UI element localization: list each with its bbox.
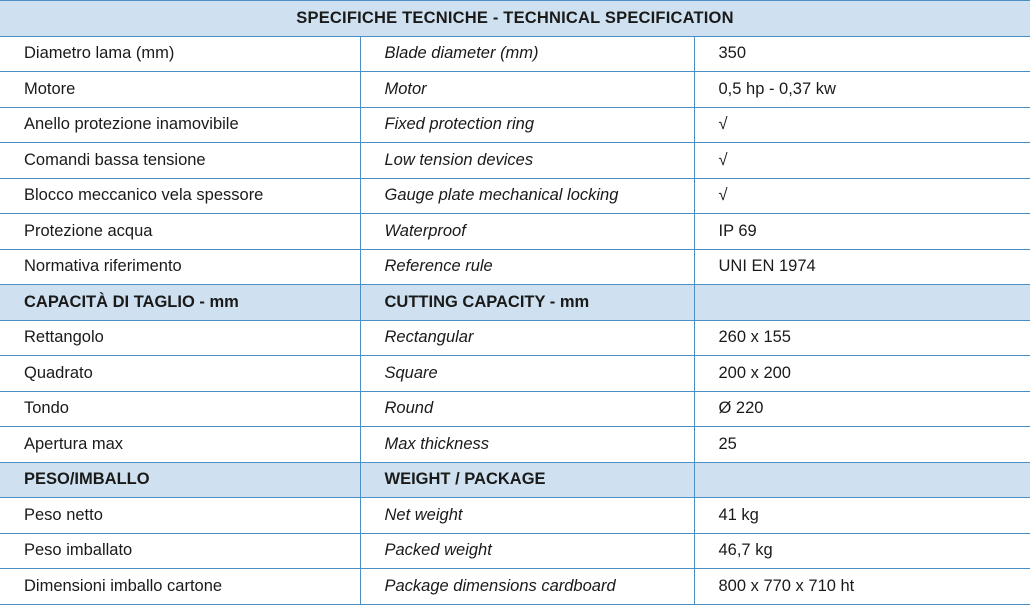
- table-row: Comandi bassa tensione Low tension device…: [0, 142, 1030, 179]
- section-header-row: CAPACITÀ DI TAGLIO - mm CUTTING CAPACITY …: [0, 284, 1030, 321]
- section-spec-value: [693, 284, 1030, 321]
- table-title: SPECIFICHE TECNICHE - TECHNICAL SPECIFIC…: [0, 0, 1030, 37]
- section-english-label: WEIGHT / PACKAGE: [359, 462, 694, 498]
- table-row: Rettangolo Rectangular 260 x 155: [0, 320, 1030, 356]
- italian-label: Motore: [0, 71, 360, 108]
- italian-label: Peso netto: [0, 497, 360, 534]
- english-label: Gauge plate mechanical locking: [359, 178, 694, 214]
- english-label: Square: [359, 355, 694, 392]
- section-english-label: CUTTING CAPACITY - mm: [359, 284, 694, 321]
- english-label: Package dimensions cardboard: [359, 568, 694, 605]
- italian-label: Diametro lama (mm): [0, 36, 360, 72]
- english-label: Waterproof: [359, 213, 694, 250]
- spec-value: 260 x 155: [693, 320, 1030, 356]
- table-row: Normativa riferimento Reference rule UNI E…: [0, 249, 1030, 285]
- english-label: Packed weight: [359, 533, 694, 569]
- spec-value: 350: [693, 36, 1030, 72]
- spec-value: Ø 220: [693, 391, 1030, 427]
- table-row: Protezione acqua Waterproof IP 69: [0, 213, 1030, 250]
- italian-label: Anello protezione inamovibile: [0, 107, 360, 143]
- table-row: Diametro lama (mm) Blade diameter (mm) 350: [0, 36, 1030, 72]
- spec-value: 0,5 hp - 0,37 kw: [693, 71, 1030, 108]
- spec-value: 800 x 770 x 710 ht: [693, 568, 1030, 605]
- spec-value: √: [693, 178, 1030, 214]
- english-label: Blade diameter (mm): [359, 36, 694, 72]
- italian-label: Dimensioni imballo cartone: [0, 568, 360, 605]
- italian-label: Protezione acqua: [0, 213, 360, 250]
- spec-value: 200 x 200: [693, 355, 1030, 392]
- table-row: Quadrato Square 200 x 200: [0, 355, 1030, 392]
- section-italian-label: PESO/IMBALLO: [0, 462, 360, 498]
- table-row: Blocco meccanico vela spessore Gauge plat…: [0, 178, 1030, 214]
- english-label: Round: [359, 391, 694, 427]
- italian-label: Apertura max: [0, 426, 360, 463]
- english-label: Net weight: [359, 497, 694, 534]
- table-row: Peso imballato Packed weight 46,7 kg: [0, 533, 1030, 569]
- table-row: Dimensioni imballo cartone Package dimens…: [0, 568, 1030, 605]
- section-spec-value: [693, 462, 1030, 498]
- italian-label: Comandi bassa tensione: [0, 142, 360, 179]
- italian-label: Rettangolo: [0, 320, 360, 356]
- section-header-row: PESO/IMBALLO WEIGHT / PACKAGE: [0, 462, 1030, 498]
- table-row: Motore Motor 0,5 hp - 0,37 kw: [0, 71, 1030, 108]
- table-row: Anello protezione inamovibile Fixed prote…: [0, 107, 1030, 143]
- italian-label: Peso imballato: [0, 533, 360, 569]
- english-label: Max thickness: [359, 426, 694, 463]
- table-row: Apertura max Max thickness 25: [0, 426, 1030, 463]
- spec-value: 25: [693, 426, 1030, 463]
- english-label: Motor: [359, 71, 694, 108]
- italian-label: Quadrato: [0, 355, 360, 392]
- english-label: Fixed protection ring: [359, 107, 694, 143]
- table-body: Diametro lama (mm) Blade diameter (mm) 350…: [0, 36, 1030, 605]
- italian-label: Tondo: [0, 391, 360, 427]
- italian-label: Normativa riferimento: [0, 249, 360, 285]
- table-title-row: SPECIFICHE TECNICHE - TECHNICAL SPECIFIC…: [0, 0, 1030, 37]
- spec-value: UNI EN 1974: [693, 249, 1030, 285]
- spec-value: 41 kg: [693, 497, 1030, 534]
- table-row: Tondo Round Ø 220: [0, 391, 1030, 427]
- italian-label: Blocco meccanico vela spessore: [0, 178, 360, 214]
- english-label: Rectangular: [359, 320, 694, 356]
- spec-value: IP 69: [693, 213, 1030, 250]
- english-label: Low tension devices: [359, 142, 694, 179]
- section-italian-label: CAPACITÀ DI TAGLIO - mm: [0, 284, 360, 321]
- spec-value: √: [693, 142, 1030, 179]
- spec-value: 46,7 kg: [693, 533, 1030, 569]
- spec-value: √: [693, 107, 1030, 143]
- english-label: Reference rule: [359, 249, 694, 285]
- table-row: Peso netto Net weight 41 kg: [0, 497, 1030, 534]
